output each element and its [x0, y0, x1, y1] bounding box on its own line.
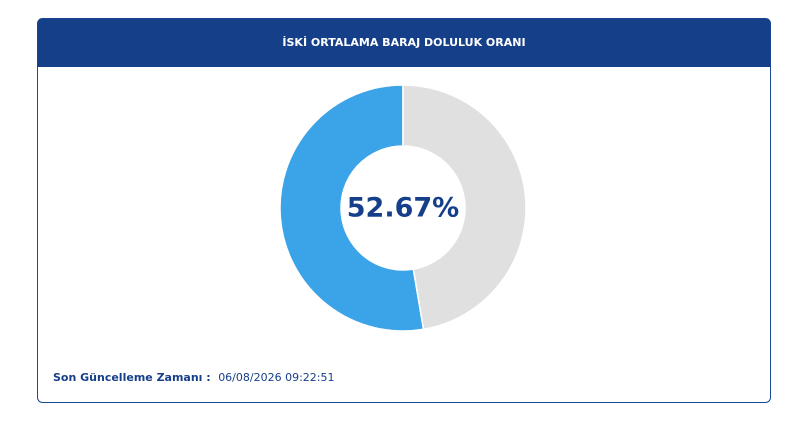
footer-label: Son Güncelleme Zamanı : [53, 371, 211, 384]
footer: Son Güncelleme Zamanı : 06/08/2026 09:22… [53, 371, 335, 384]
center-label: 52.67% [347, 193, 459, 224]
donut [279, 84, 527, 332]
card-header [37, 18, 771, 67]
donut-segment [402, 84, 527, 331]
footer-value: 06/08/2026 09:22:51 [218, 371, 334, 384]
donut-segment [279, 84, 425, 332]
chart-title: İSKİ ORTALAMA BARAJ DOLULUK ORANI [282, 35, 525, 49]
